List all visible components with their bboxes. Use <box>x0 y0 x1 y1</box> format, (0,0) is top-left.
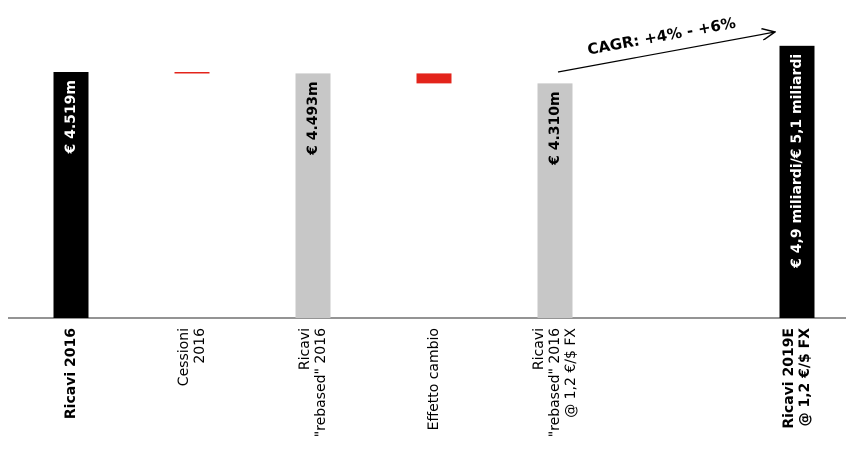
bar-value-label-2: € 4.493m <box>305 81 321 156</box>
category-labels: Ricavi 2016 Cessioni 2016 Ricavi "rebased" 2… <box>63 328 813 438</box>
category-label-3: Effetto cambio <box>426 328 442 430</box>
bar-value-label-4: € 4.310m <box>547 91 563 165</box>
bar-value-label-5: € 4,9 miliardi/€ 5,1 miliardi <box>789 54 805 269</box>
category-label-4: Ricavi <box>531 328 547 370</box>
cagr-label: CAGR: +4% - +6% <box>586 14 737 59</box>
delta-bar-3 <box>416 73 452 84</box>
category-label-5: @ 1,2 €/$ FX <box>797 328 813 427</box>
category-label-2: "rebased" 2016 <box>313 328 329 437</box>
cagr-arrow <box>557 32 775 73</box>
bar-2 <box>295 73 331 318</box>
bar-value-label-0: € 4.519m <box>63 80 79 155</box>
category-label-1: Cessioni <box>176 328 192 386</box>
bars-layer: € 4.519m € 4.493m € 4.310m € 4,9 miliardi/€… <box>53 45 815 319</box>
bar-4 <box>537 83 573 319</box>
category-label-4: "rebased" 2016 <box>547 328 563 437</box>
category-label-5: Ricavi 2019E <box>781 328 797 429</box>
category-label-4: @ 1,2 €/$ FX <box>563 328 579 418</box>
category-label-1: 2016 <box>192 328 208 364</box>
delta-bar-1 <box>174 72 210 74</box>
category-label-0: Ricavi 2016 <box>63 328 79 419</box>
category-label-2: Ricavi <box>297 328 313 370</box>
cagr-annotation: CAGR: +4% - +6% <box>557 14 775 73</box>
bar-5 <box>779 45 815 318</box>
bar-0 <box>53 72 89 318</box>
